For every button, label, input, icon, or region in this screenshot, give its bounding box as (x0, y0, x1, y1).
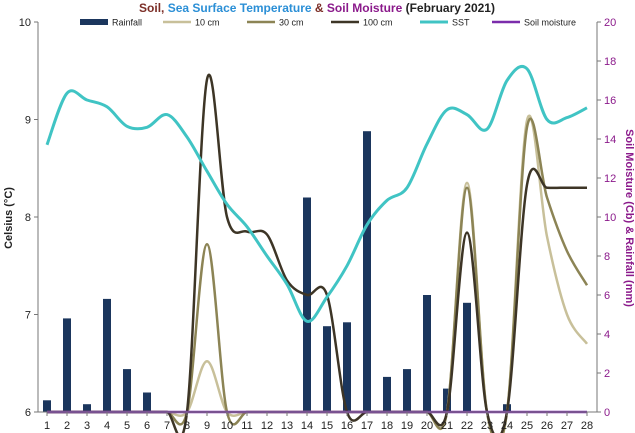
title-part-3: & (312, 1, 327, 15)
y-right-tick-label: 20 (604, 17, 616, 29)
x-tick-label: 3 (84, 420, 90, 432)
title-part-0: Soil (139, 1, 161, 15)
x-tick-label: 26 (541, 420, 553, 432)
legend-item: Soil moisture (492, 18, 576, 28)
y-right-tick-label: 10 (604, 212, 616, 224)
rainfall-bar (403, 369, 411, 412)
rainfall-bar (343, 322, 351, 412)
chart-legend: Rainfall 10 cm 30 cm 100 cm SST Soil moisture (80, 18, 576, 28)
x-tick-label: 5 (124, 420, 130, 432)
y-left-tick-label: 9 (25, 115, 31, 127)
legend-item: SST (420, 18, 470, 28)
y-left-tick-label: 10 (19, 17, 31, 29)
x-tick-label: 12 (261, 420, 273, 432)
x-tick-label: 13 (281, 420, 293, 432)
x-tick-label: 1 (44, 420, 50, 432)
x-tick-label: 17 (361, 420, 373, 432)
legend-swatch (80, 19, 108, 25)
y-left-tick-label: 6 (25, 407, 31, 419)
x-tick-label: 25 (521, 420, 533, 432)
x-tick-label: 10 (221, 420, 233, 432)
rainfall-bar (423, 295, 431, 412)
chart-title: Soil, Sea Surface Temperature & Soil Moi… (139, 1, 495, 15)
y-right-tick-label: 4 (604, 329, 610, 341)
x-tick-label: 24 (501, 420, 513, 432)
legend-label: 100 cm (363, 18, 393, 28)
x-tick-label: 18 (381, 420, 393, 432)
x-tick-label: 28 (581, 420, 593, 432)
rainfall-bar (83, 404, 91, 412)
legend-label: Rainfall (112, 18, 142, 28)
rainfall-bar (463, 302, 471, 412)
rainfall-bar (303, 197, 311, 412)
rainfall-bar (63, 318, 71, 412)
y-left-tick-label: 7 (25, 310, 31, 322)
y-axis-left-label: Celsius (°C) (3, 187, 15, 249)
x-tick-label: 14 (301, 420, 313, 432)
legend-item: Rainfall (80, 18, 142, 28)
x-tick-label: 9 (204, 420, 210, 432)
y-left-tick-label: 8 (25, 212, 31, 224)
title-part-4: Soil Moisture (327, 1, 403, 15)
legend-label: 10 cm (195, 18, 220, 28)
legend-label: SST (452, 18, 470, 28)
x-tick-label: 2 (64, 420, 70, 432)
rainfall-bar (143, 392, 151, 412)
title-part-2: Sea Surface Temperature (168, 1, 312, 15)
x-tick-label: 22 (461, 420, 473, 432)
y-right-tick-label: 14 (604, 134, 616, 146)
title-part-5: (February 2021) (402, 1, 495, 15)
x-tick-label: 11 (241, 420, 252, 432)
y-right-tick-label: 18 (604, 56, 616, 68)
x-tick-label: 21 (441, 420, 453, 432)
y-right-tick-label: 0 (604, 407, 610, 419)
rainfall-bar (123, 369, 131, 412)
rainfall-bar (323, 326, 331, 412)
x-tick-label: 8 (184, 420, 190, 432)
x-tick-label: 23 (481, 420, 493, 432)
legend-label: Soil moisture (524, 18, 576, 28)
series-line-sst (45, 64, 588, 323)
y-right-tick-label: 8 (604, 251, 610, 263)
x-tick-label: 7 (164, 420, 170, 432)
legend-item: 100 cm (331, 18, 393, 28)
rainfall-bar (443, 388, 451, 412)
legend-label: 30 cm (279, 18, 304, 28)
title-part-1: , (161, 1, 168, 15)
y-right-tick-label: 2 (604, 368, 610, 380)
x-tick-label: 19 (401, 420, 413, 432)
x-tick-label: 20 (421, 420, 433, 432)
x-tick-label: 16 (341, 420, 353, 432)
y-right-tick-label: 6 (604, 290, 610, 302)
x-tick-label: 15 (321, 420, 333, 432)
rainfall-bar (363, 131, 371, 412)
legend-item: 30 cm (247, 18, 304, 28)
legend-item: 10 cm (163, 18, 220, 28)
rainfall-bar (103, 298, 111, 412)
y-right-tick-label: 16 (604, 95, 616, 107)
rainfall-bar (43, 400, 51, 412)
y-axis-right-label: Soil Moisture (Cb) & Rainfall (mm) (623, 129, 635, 307)
y-right-tick-label: 12 (604, 173, 616, 185)
x-tick-label: 27 (561, 420, 573, 432)
rainfall-bar (383, 376, 391, 412)
x-tick-label: 6 (144, 420, 150, 432)
x-tick-label: 4 (104, 420, 110, 432)
